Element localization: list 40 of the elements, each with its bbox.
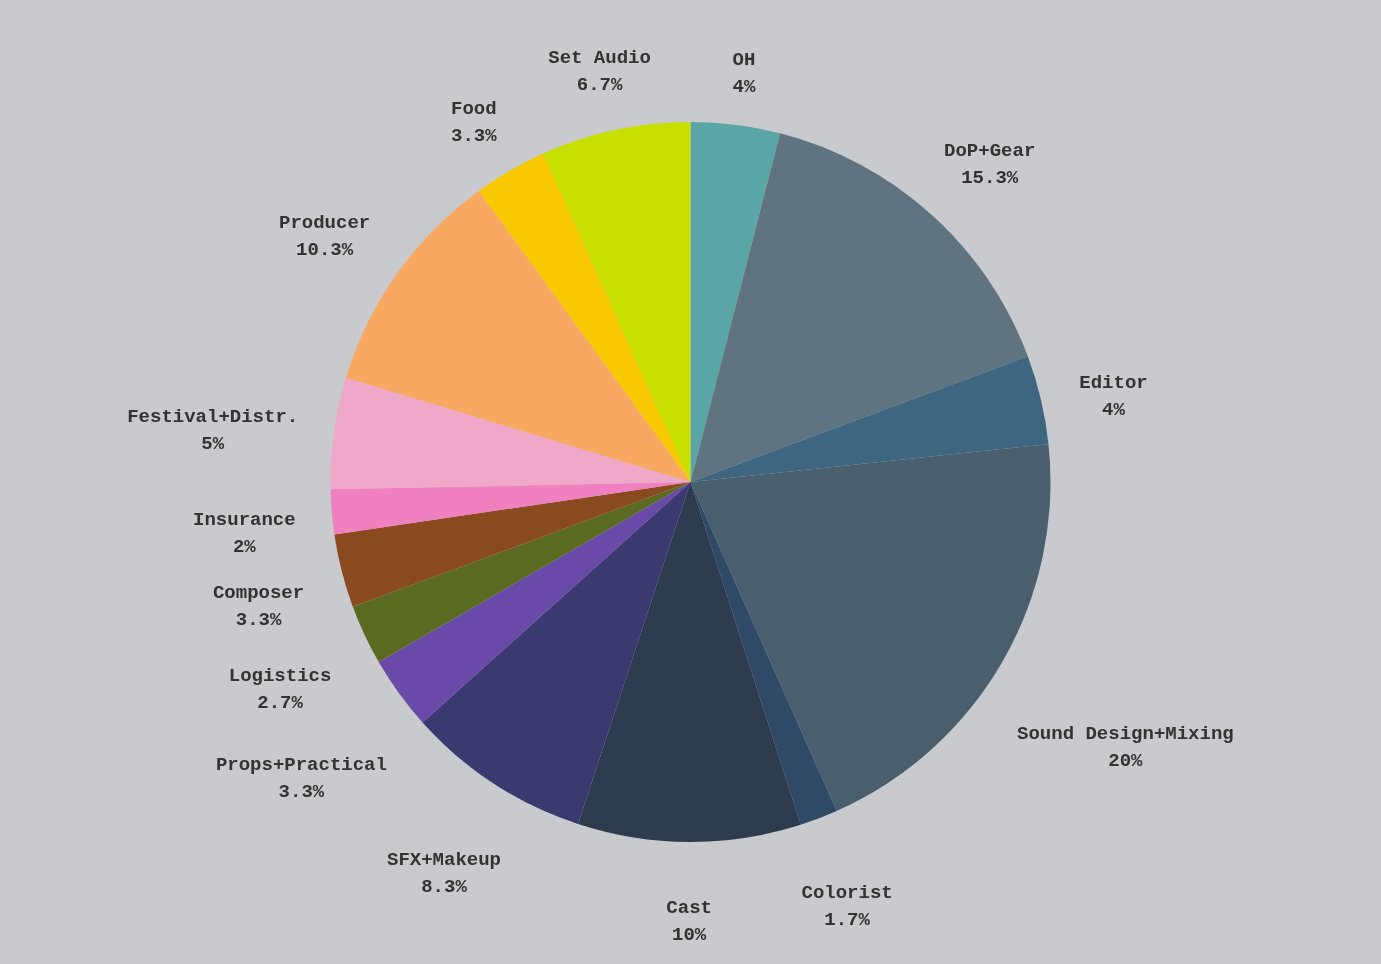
- slice-label: Props+Practical: [215, 754, 387, 777]
- data-label: 5%: [201, 433, 225, 456]
- slice-label: Food: [451, 98, 497, 121]
- data-label: 6.7%: [576, 73, 623, 96]
- data-label: 4%: [1102, 399, 1126, 422]
- slice-label: SFX+Makeup: [386, 849, 502, 872]
- slice-label: DoP+Gear: [944, 139, 1036, 162]
- slice-label: Insurance: [193, 509, 296, 532]
- data-label: 4%: [732, 76, 756, 99]
- pie-slice: [378, 482, 691, 723]
- pie-slice: [690, 482, 837, 825]
- data-label: 10%: [672, 924, 707, 947]
- slice-label: Composer: [212, 582, 305, 605]
- slice-label: Cast: [666, 897, 712, 920]
- pie-slice: [422, 482, 691, 824]
- data-label: 3.3%: [278, 781, 325, 804]
- slice-label: OH: [732, 49, 756, 72]
- slice-label: Colorist: [801, 882, 893, 905]
- slice-label: Editor: [1079, 372, 1148, 395]
- data-label: 3.3%: [235, 609, 282, 632]
- data-label: 20%: [1108, 750, 1144, 773]
- slice-label: Set Audio: [548, 46, 651, 69]
- pie-slice: [543, 122, 691, 482]
- data-label: 10.3%: [296, 238, 354, 261]
- pie-slice: [578, 482, 801, 842]
- pie-slice: [352, 482, 691, 662]
- slice-label: Producer: [279, 211, 371, 234]
- pie-slice: [334, 482, 691, 607]
- pie-slice: [330, 377, 691, 490]
- data-label: 8.3%: [421, 876, 468, 899]
- pie-slice: [478, 153, 691, 482]
- data-label: 2%: [232, 536, 257, 559]
- slice-label: Logistics: [228, 664, 332, 687]
- data-label: 3.3%: [451, 125, 498, 148]
- pie-slice: [690, 356, 1049, 482]
- data-label: 2.7%: [257, 691, 304, 714]
- slice-label: Sound Design+Mixing: [1017, 723, 1234, 746]
- data-label: 15.3%: [961, 166, 1019, 189]
- slice-label: Festival+Distr.: [127, 406, 299, 429]
- data-label: 1.7%: [824, 909, 871, 932]
